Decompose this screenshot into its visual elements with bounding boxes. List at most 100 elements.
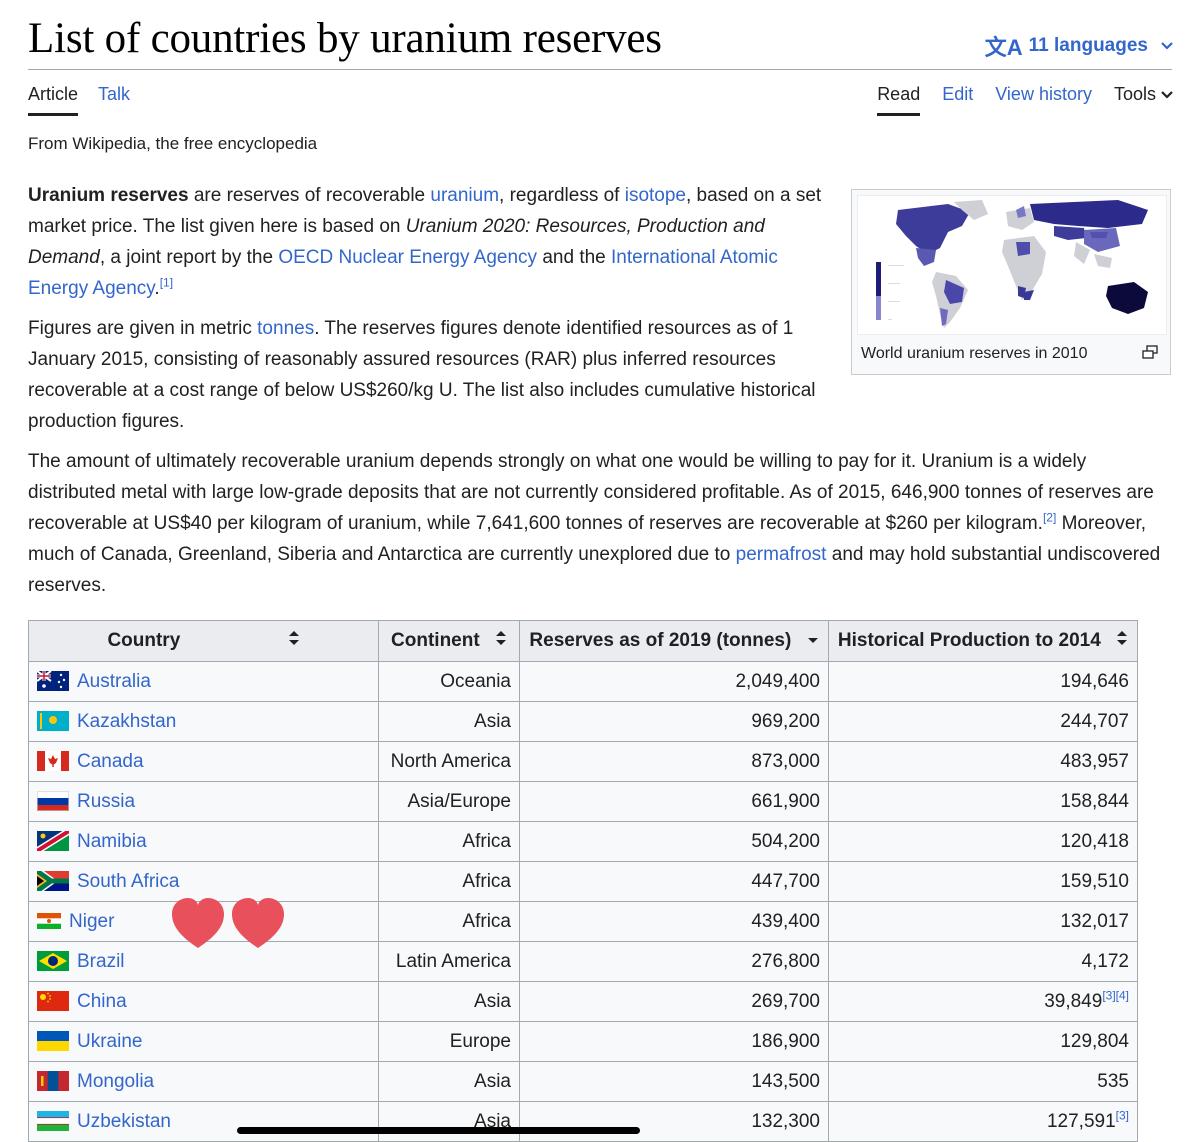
- production-cell: 159,510: [828, 861, 1138, 902]
- header-label: Historical Production to 2014: [837, 630, 1101, 651]
- tools-menu[interactable]: Tools: [1114, 84, 1174, 113]
- production-value: 120,418: [1060, 830, 1129, 852]
- column-header-reserves[interactable]: Reserves as of 2019 (tonnes): [519, 620, 829, 662]
- link-iaea[interactable]: International Atomic Energy Agency: [28, 247, 778, 299]
- production-value: 127,591: [1046, 1110, 1116, 1132]
- tools-label: Tools: [1113, 84, 1156, 104]
- reserves-cell: 439,400: [519, 901, 829, 942]
- country-cell: Uzbekistan: [28, 1101, 379, 1142]
- china-flag-icon: [37, 991, 69, 1012]
- country-link-namibia[interactable]: Namibia: [77, 830, 147, 852]
- language-selector[interactable]: 文A 11 languages: [985, 30, 1174, 62]
- reserves-cell: 873,000: [519, 741, 829, 782]
- tab-view-history[interactable]: View history: [995, 84, 1092, 104]
- header-label: Continent: [391, 630, 480, 651]
- reference-link[interactable]: [3]: [1115, 1108, 1129, 1123]
- country-link-ukraine[interactable]: Ukraine: [77, 1030, 143, 1052]
- table-row: Brazil Latin America 276,800 4,172: [28, 941, 1138, 982]
- production-cell: 244,707: [828, 701, 1138, 742]
- link-tonnes[interactable]: tonnes: [257, 318, 315, 339]
- production-value: 4,172: [1081, 950, 1129, 972]
- link-uranium[interactable]: uranium: [430, 185, 500, 206]
- home-indicator[interactable]: [237, 1127, 640, 1134]
- column-header-production[interactable]: Historical Production to 2014: [828, 620, 1138, 662]
- heart-icon: [232, 898, 284, 948]
- reserves-cell: 186,900: [519, 1021, 829, 1062]
- country-cell: Australia: [28, 661, 379, 702]
- country-link-mongolia[interactable]: Mongolia: [77, 1070, 155, 1092]
- expand-icon[interactable]: [1142, 345, 1158, 359]
- reserves-cell: 2,049,400: [519, 661, 829, 702]
- sort-icon[interactable]: [495, 630, 507, 652]
- text: and may hold substantial undiscovered re…: [28, 544, 1161, 596]
- sort-descending-icon[interactable]: [807, 630, 819, 652]
- tab-edit[interactable]: Edit: [942, 84, 974, 104]
- country-link-australia[interactable]: Australia: [77, 670, 151, 692]
- sort-icon[interactable]: [1116, 630, 1128, 652]
- continent-cell: Europe: [378, 1021, 520, 1062]
- production-value: 194,646: [1060, 670, 1129, 692]
- production-cell: 194,646: [828, 661, 1138, 702]
- table-row: Niger Africa 439,400 132,017: [28, 901, 1138, 942]
- brazil-flag-icon: [37, 951, 69, 972]
- continent-cell: Asia: [378, 1101, 520, 1142]
- production-cell: 535: [828, 1061, 1138, 1102]
- column-header-country[interactable]: Country: [28, 620, 379, 662]
- sort-icon[interactable]: [288, 630, 300, 652]
- intro-paragraph-3: The amount of ultimately recoverable ura…: [28, 446, 1173, 601]
- production-value: 483,957: [1060, 750, 1129, 772]
- link-isotope[interactable]: isotope: [624, 185, 686, 206]
- country-cell: Ukraine: [28, 1021, 379, 1062]
- country-cell: Canada: [28, 741, 379, 782]
- country-link-niger[interactable]: Niger: [69, 910, 115, 932]
- reference-link[interactable]: [2]: [1042, 510, 1057, 525]
- continent-cell: Asia/Europe: [378, 781, 520, 822]
- thumbnail-caption: World uranium reserves in 2010: [861, 345, 1088, 362]
- country-link-russia[interactable]: Russia: [77, 790, 136, 812]
- continent-cell: Asia: [378, 981, 520, 1022]
- table-row: Namibia Africa 504,200 120,418: [28, 821, 1138, 862]
- country-cell: China: [28, 981, 379, 1022]
- text: . The reserves figures denote identified…: [28, 318, 816, 432]
- column-header-continent[interactable]: Continent: [378, 620, 520, 662]
- country-cell: Mongolia: [28, 1061, 379, 1102]
- country-link-canada[interactable]: Canada: [77, 750, 144, 772]
- production-cell: 127,591[3]: [828, 1101, 1138, 1142]
- reference-link[interactable]: [3][4]: [1102, 988, 1129, 1003]
- link-oecd-nea[interactable]: OECD Nuclear Energy Agency: [278, 247, 538, 268]
- svg-text:—: —: [888, 316, 892, 321]
- reserves-cell: 269,700: [519, 981, 829, 1022]
- country-link-brazil[interactable]: Brazil: [77, 950, 125, 972]
- country-link-south-africa[interactable]: South Africa: [77, 870, 180, 892]
- tab-read[interactable]: Read: [877, 84, 921, 116]
- country-link-kazakhstan[interactable]: Kazakhstan: [77, 710, 177, 732]
- tab-article[interactable]: Article: [28, 84, 79, 116]
- production-value: 159,510: [1060, 870, 1129, 892]
- table-row: Uzbekistan Asia 132,300 127,591[3]: [28, 1101, 1138, 1142]
- reference-link[interactable]: [1]: [159, 275, 174, 290]
- heart-icon: [172, 898, 224, 948]
- country-cell: South Africa: [28, 861, 379, 902]
- country-link-uzbekistan[interactable]: Uzbekistan: [77, 1110, 171, 1132]
- lead-term: Uranium reserves: [28, 185, 189, 206]
- tab-talk[interactable]: Talk: [98, 84, 131, 104]
- production-value: 158,844: [1060, 790, 1129, 812]
- world-map-image[interactable]: ———— ——— ——— —: [857, 195, 1167, 335]
- intro-paragraph-1: Uranium reserves are reserves of recover…: [28, 180, 828, 304]
- production-value: 244,707: [1060, 710, 1129, 732]
- continent-cell: Asia: [378, 1061, 520, 1102]
- kazakhstan-flag-icon: [37, 711, 69, 732]
- namespace-tabs: Article Talk: [28, 84, 130, 116]
- header-label: Country: [107, 630, 181, 651]
- chevron-down-icon: [1161, 90, 1173, 99]
- continent-cell: Asia: [378, 701, 520, 742]
- table-row: Australia Oceania 2,049,400 194,646: [28, 661, 1138, 702]
- site-tagline: From Wikipedia, the free encyclopedia: [28, 134, 318, 153]
- reserves-cell: 969,200: [519, 701, 829, 742]
- country-link-china[interactable]: China: [77, 990, 127, 1012]
- australia-flag-icon: [37, 671, 69, 692]
- text: , regardless of: [499, 185, 625, 206]
- translate-icon: 文A: [984, 35, 1023, 60]
- heart-stickers: [172, 898, 284, 948]
- link-permafrost[interactable]: permafrost: [735, 544, 827, 565]
